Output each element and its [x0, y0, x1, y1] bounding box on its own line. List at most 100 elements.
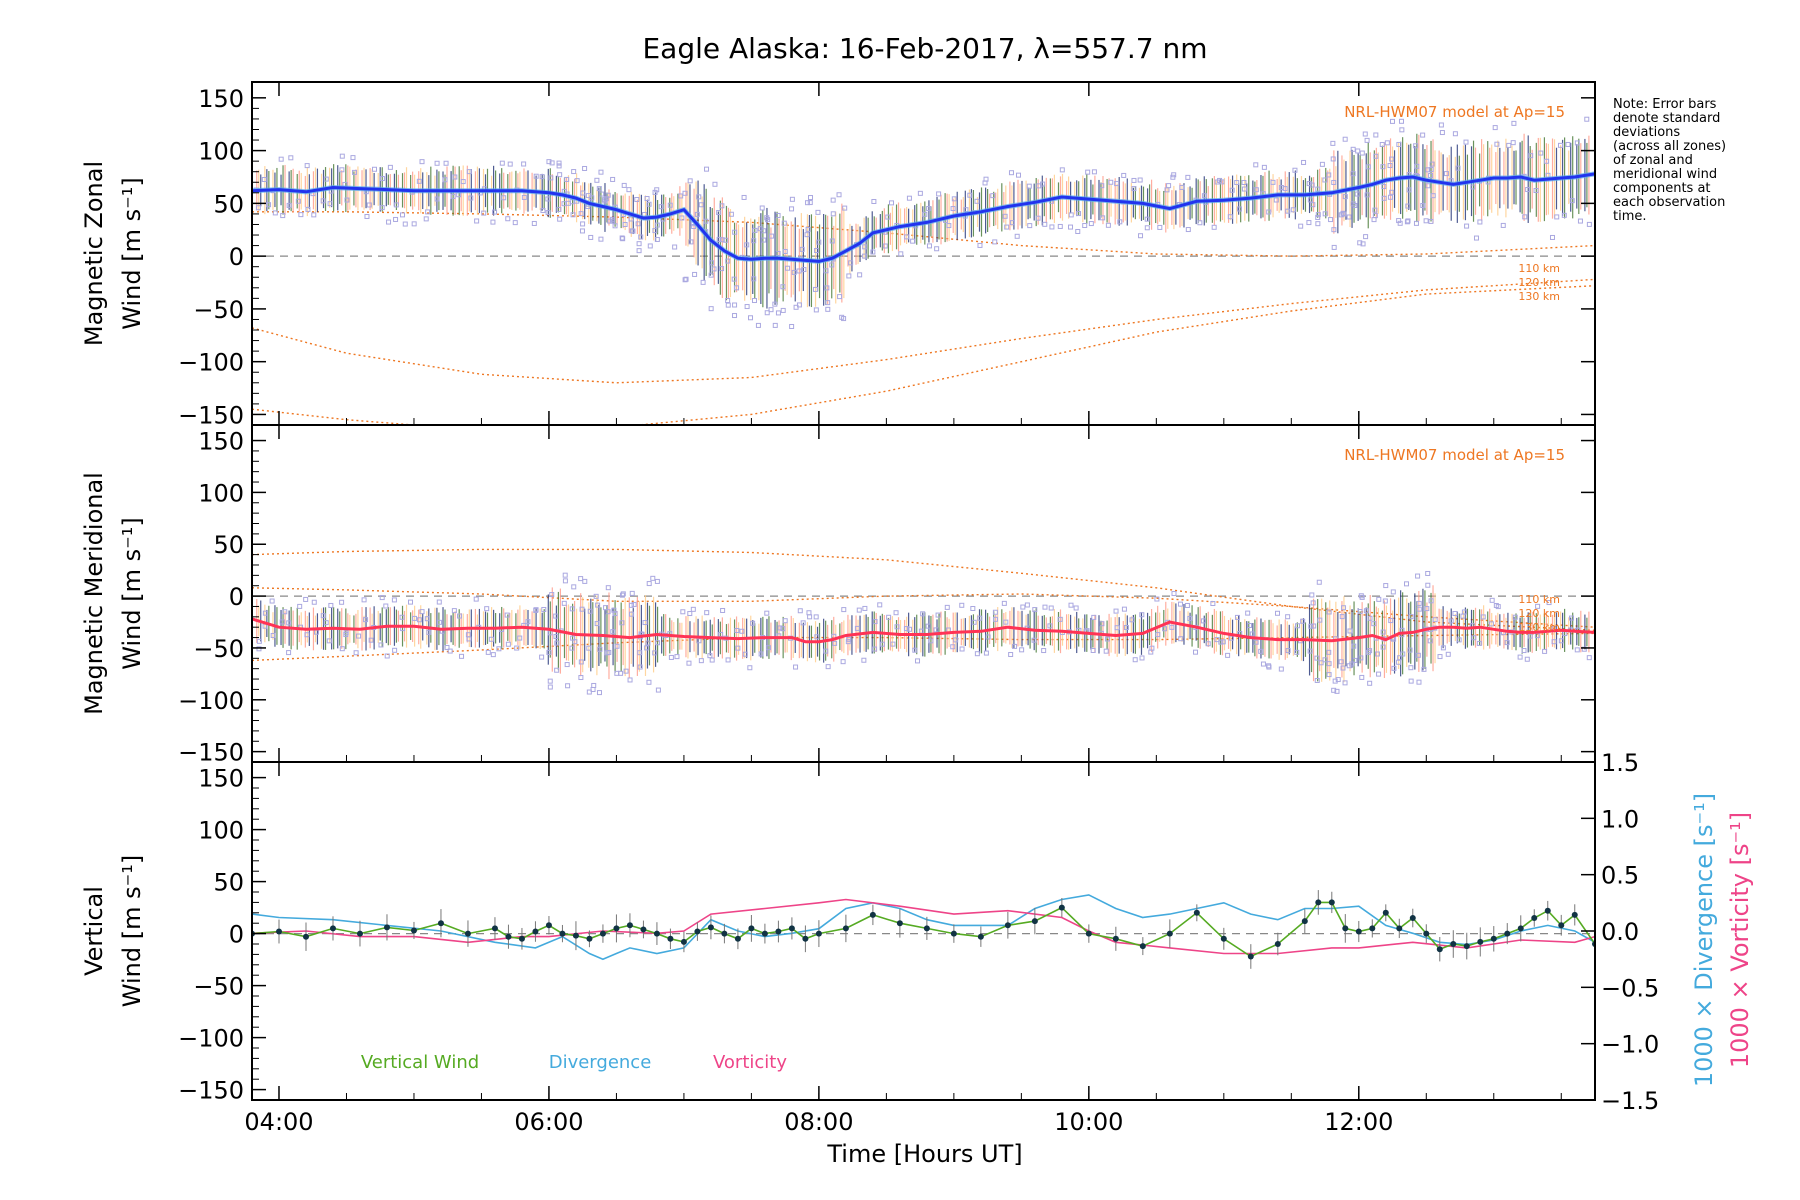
scatter-point	[862, 244, 868, 250]
scatter-point	[791, 269, 797, 275]
scatter-point	[1258, 648, 1264, 654]
vertical-wind-point	[1490, 935, 1497, 942]
vertical-wind-point	[775, 928, 782, 935]
y2-tick-label: 0.0	[1601, 918, 1639, 946]
scatter-point	[1443, 171, 1449, 177]
y-tick-label: 50	[213, 531, 244, 559]
scatter-point	[1041, 648, 1047, 654]
y-tick-label: −50	[193, 635, 244, 663]
y-tick-label: 100	[198, 817, 244, 845]
scatter-point	[1535, 603, 1541, 609]
panel-frame	[251, 761, 1596, 1101]
model-label: NRL-HWM07 model at Ap=15	[1344, 446, 1565, 464]
scatter-point	[731, 276, 737, 282]
scatter-point	[845, 639, 851, 645]
scatter-point	[1533, 188, 1539, 194]
scatter-point	[1350, 201, 1356, 207]
scatter-point	[327, 201, 333, 207]
scatter-point	[1391, 665, 1397, 671]
scatter-point	[554, 667, 560, 673]
vertical-wind-point	[1477, 938, 1484, 945]
scatter-point	[1407, 647, 1413, 653]
scatter-point	[870, 249, 876, 255]
scatter-point	[1326, 661, 1332, 667]
scatter-point	[800, 620, 806, 626]
scatter-point	[1421, 666, 1427, 672]
scatter-point	[419, 159, 425, 165]
scatter-point	[1310, 600, 1316, 606]
scatter-point	[953, 637, 959, 643]
scatter-point	[1408, 665, 1414, 671]
scatter-point	[1091, 614, 1097, 620]
scatter-point	[898, 251, 904, 257]
scatter-point	[1105, 222, 1111, 228]
scatter-point	[339, 167, 345, 173]
scatter-point	[1048, 605, 1054, 611]
scatter-point	[1330, 140, 1336, 146]
y-tick-label: 100	[198, 479, 244, 507]
height-label: 130 km	[1518, 290, 1560, 303]
scatter-point	[761, 228, 767, 234]
y-tick-label: 0	[229, 583, 244, 611]
scatter-point	[1003, 619, 1009, 625]
scatter-point	[813, 307, 819, 313]
scatter-point	[775, 212, 781, 218]
scatter-point	[674, 654, 680, 660]
scatter-point	[256, 638, 262, 644]
y-tick-label: −150	[178, 1077, 244, 1105]
scatter-point	[1114, 181, 1120, 187]
scatter-point	[278, 156, 284, 162]
vertical-wind-point	[1031, 918, 1038, 925]
vertical-wind-point	[545, 922, 552, 929]
scatter-point	[894, 624, 900, 630]
scatter-point	[1365, 164, 1371, 170]
scatter-point	[1294, 623, 1300, 629]
scatter-point	[261, 176, 267, 182]
note-line: deviations	[1613, 125, 1680, 140]
y-tick-label: 0	[229, 243, 244, 271]
scatter-point	[719, 203, 725, 209]
scatter-point	[1372, 207, 1378, 213]
scatter-point	[748, 315, 754, 321]
scatter-point	[1301, 159, 1307, 165]
scatter-point	[517, 635, 523, 641]
scatter-point	[1121, 172, 1127, 178]
scatter-point	[971, 619, 977, 625]
scatter-point	[1373, 153, 1379, 159]
scatter-point	[512, 220, 518, 226]
scatter-point	[1495, 604, 1501, 610]
scatter-point	[366, 202, 372, 208]
scatter-point	[1425, 582, 1431, 588]
height-label: 110 km	[1518, 262, 1560, 275]
scatter-point	[1524, 656, 1530, 662]
scatter-point	[1131, 177, 1137, 183]
scatter-point	[1455, 165, 1461, 171]
scatter-point	[1307, 197, 1313, 203]
scatter-point	[1057, 223, 1063, 229]
scatter-point	[1278, 666, 1284, 672]
scatter-point	[618, 670, 624, 676]
scatter-point	[1300, 618, 1306, 624]
panel-3: Vertical Wind Divergence Vorticity −1.5 −1.0…	[80, 749, 1754, 1136]
scatter-point	[829, 238, 835, 244]
scatter-point	[1574, 140, 1580, 146]
scatter-point	[1371, 621, 1377, 627]
scatter-point	[1031, 637, 1037, 643]
vertical-wind-point	[532, 928, 539, 935]
scatter-point	[751, 276, 757, 282]
scatter-point	[644, 645, 650, 651]
vertical-wind-point	[1004, 922, 1011, 929]
scatter-point	[789, 323, 795, 329]
scatter-point	[1241, 186, 1247, 192]
scatter-point	[611, 607, 617, 613]
scatter-point	[812, 286, 818, 292]
scatter-point	[1331, 687, 1337, 693]
scatter-point	[1331, 227, 1337, 233]
scatter-point	[426, 629, 432, 635]
panel-frame	[251, 81, 1596, 426]
scatter-point	[1082, 223, 1088, 229]
vertical-wind-point	[437, 920, 444, 927]
scatter-point	[836, 192, 842, 198]
scatter-point	[295, 198, 301, 204]
scatter-point	[339, 599, 345, 605]
